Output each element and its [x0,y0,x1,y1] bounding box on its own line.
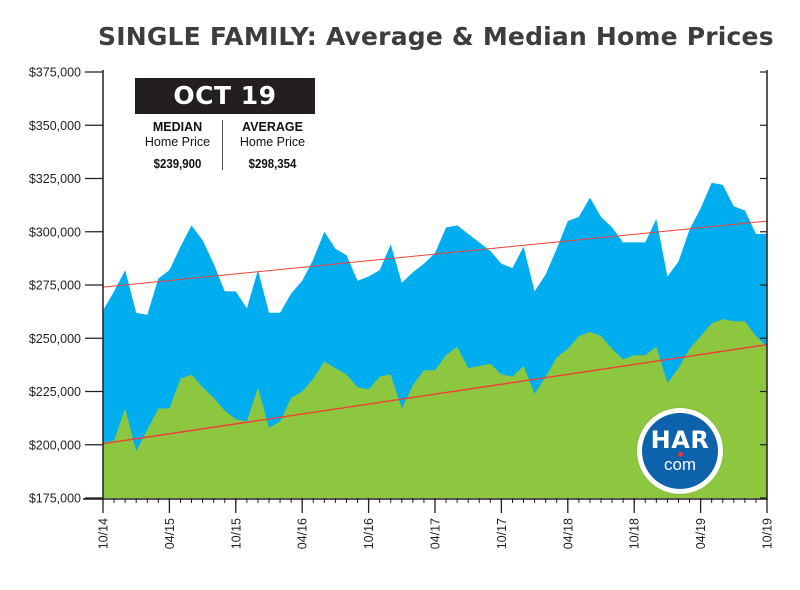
har-logo-badge: HAR com [642,413,718,489]
trendline-average [102,220,768,288]
har-logo-subtext: com [663,455,697,474]
median-heading: MEDIAN [152,120,203,134]
chart-title: SINGLE FAMILY: Average & Median Home Pri… [98,22,774,51]
y-tick-label: $350,000 [29,119,81,133]
median-value: $239,900 [153,156,202,171]
har-logo-dot [678,452,683,457]
x-tick-label: 04/19 [694,518,708,549]
median-column: MEDIAN Home Price $239,900 [135,120,220,171]
y-tick-label: $175,000 [29,492,81,506]
x-tick-label: 10/18 [628,518,642,549]
har-logo-text: HAR [650,426,710,454]
trendlines-group [102,220,768,445]
x-tick-label: 10/15 [229,518,243,549]
x-tick-label: 04/15 [163,518,177,549]
callout-divider [222,120,223,170]
area-median [103,319,767,498]
y-tick-label: $325,000 [29,172,81,186]
x-tick-label: 10/16 [362,518,376,549]
callout-date: OCT 19 [135,78,315,114]
y-tick-label: $225,000 [29,385,81,399]
y-ticks-group: $175,000 $200,000 $225,000 $250,000 $275,000… [29,66,767,506]
y-tick-label: $250,000 [29,332,81,346]
average-value: $298,354 [248,156,297,171]
y-tick-label: $275,000 [29,279,81,293]
median-subheading: Home Price [144,135,211,149]
average-column: AVERAGE Home Price $298,354 [230,120,315,171]
x-ticks-group: 10/14 04/15 10/15 04/16 10/16 04/17 10/17 04/18… [97,498,775,549]
x-tick-label: 10/14 [97,518,111,549]
y-tick-label: $375,000 [29,66,81,80]
average-heading: AVERAGE [242,120,303,134]
x-tick-label: 10/19 [761,518,775,549]
y-tick-label: $300,000 [29,225,81,239]
trendline-median [102,343,768,445]
y-tick-label: $200,000 [29,438,81,452]
callout-box: OCT 19 MEDIAN Home Price $239,900 AVERAG… [135,78,315,171]
x-tick-label: 04/17 [429,518,443,549]
x-tick-label: 10/17 [495,518,509,549]
x-tick-label: 04/16 [296,518,310,549]
average-subheading: Home Price [239,135,306,149]
har-logo: HAR com [637,408,723,494]
x-tick-label: 04/18 [561,518,575,549]
